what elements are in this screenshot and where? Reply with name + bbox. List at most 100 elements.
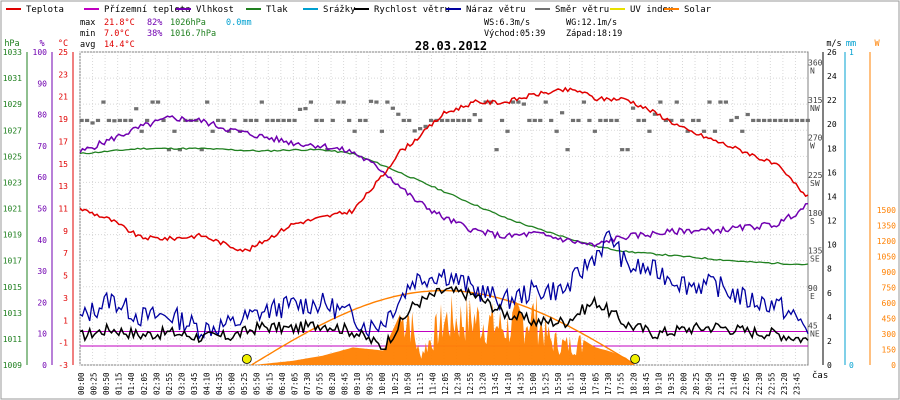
ms-tick: 4: [827, 313, 832, 322]
x-tick-label: 15:50: [554, 372, 563, 395]
w-tick: 1500: [877, 206, 896, 215]
wind-direction-mark: [630, 106, 636, 110]
wind-direction-mark: [314, 118, 319, 123]
wind-direction-mark: [134, 107, 139, 111]
legend-label: UV index: [630, 5, 674, 15]
hpa-tick: 1021: [3, 205, 22, 214]
x-tick-label: 05:00: [228, 372, 237, 395]
hpa-tick: 1023: [3, 178, 22, 187]
ms-axis-title: m/s: [826, 39, 841, 49]
pct-tick: 30: [37, 267, 47, 276]
wind-direction-mark: [177, 148, 182, 152]
wind-direction-mark: [401, 118, 406, 123]
w-tick: 900: [882, 268, 897, 277]
wind-direction-mark: [286, 118, 292, 123]
wind-direction-mark: [461, 118, 466, 123]
wind-direction-mark: [330, 118, 335, 123]
wind-direction-mark: [532, 118, 537, 123]
wind-direction-mark: [166, 148, 172, 152]
x-tick-label: 10:25: [391, 372, 400, 395]
x-tick-label: 15:25: [541, 372, 550, 395]
wind-speed-stat: WS:6.3m/s: [484, 18, 530, 28]
x-tick-label: 08:20: [328, 372, 337, 395]
wind-direction-mark: [117, 118, 122, 123]
wind-direction-mark: [150, 100, 155, 104]
x-tick-label: 02:30: [152, 372, 161, 395]
wind-direction-mark: [292, 118, 297, 123]
wind-direction-mark: [641, 118, 647, 123]
sunset-time: Západ:18:19: [566, 29, 622, 39]
x-tick-label: 21:40: [730, 372, 739, 395]
wind-direction-mark: [390, 106, 395, 110]
wind-direction-mark: [685, 129, 690, 133]
x-tick-label: 18:45: [642, 372, 651, 395]
wind-direction-mark: [614, 118, 619, 123]
pct-tick: 60: [37, 173, 47, 182]
avg-label: avg: [80, 40, 95, 50]
hpa-tick: 1027: [3, 126, 22, 135]
c-tick: 3: [63, 294, 68, 303]
min-humidity: 38%: [147, 29, 162, 39]
legend-label: Solar: [684, 5, 712, 15]
wind-direction-mark: [729, 118, 734, 123]
wind-direction-mark: [783, 118, 789, 123]
pct-axis-title: %: [39, 39, 44, 49]
ms-tick: 2: [827, 337, 832, 346]
dir-name-tick: NW: [810, 104, 820, 113]
x-tick-label: 10:00: [378, 372, 387, 395]
x-tick-label: 07:05: [290, 372, 299, 395]
x-tick-label: 10:50: [403, 372, 412, 395]
wind-direction-mark: [762, 118, 767, 123]
wind-direction-mark: [265, 118, 270, 123]
wind-direction-mark: [499, 118, 505, 123]
wind-direction-mark: [559, 111, 565, 115]
wind-direction-mark: [538, 118, 543, 123]
x-tick-label: 09:10: [353, 372, 362, 395]
x-tick-label: 12:05: [441, 372, 450, 395]
x-tick-label: 23:20: [780, 372, 789, 395]
wind-direction-mark: [467, 118, 472, 123]
wind-direction-mark: [456, 118, 461, 123]
legend-label: Tlak: [266, 5, 288, 15]
wind-direction-mark: [270, 118, 275, 123]
x-tick-label: 20:50: [705, 372, 714, 395]
dir-deg-tick: 315: [808, 96, 823, 105]
dir-name-tick: SW: [810, 179, 820, 188]
pct-tick: 70: [37, 142, 47, 151]
x-tick-label: 13:45: [491, 372, 500, 395]
x-tick-label: 08:45: [341, 372, 350, 395]
mm-tick: 0: [849, 361, 854, 370]
ms-tick: 16: [827, 168, 837, 177]
wind-direction-mark: [652, 112, 658, 116]
x-tick-label: 01:15: [115, 372, 124, 395]
x-tick-label: 05:50: [253, 372, 262, 395]
hpa-tick: 1025: [3, 152, 22, 161]
dir-deg-tick: 270: [808, 134, 823, 143]
x-tick-label: 07:55: [315, 372, 324, 395]
wind-direction-mark: [570, 118, 576, 123]
wind-direction-mark: [543, 100, 548, 104]
c-tick: 9: [63, 227, 68, 236]
x-tick-label: 20:00: [679, 372, 688, 395]
ms-tick: 24: [827, 72, 837, 81]
dir-name-tick: E: [810, 292, 815, 301]
legend: Teplota Přízemní teplota Vlhkost Tlak Srážky…: [6, 5, 712, 15]
wind-direction-mark: [805, 118, 810, 123]
wind-direction-mark: [707, 100, 712, 104]
wind-direction-mark: [112, 119, 117, 123]
humidity-line: [79, 115, 809, 248]
wind-direction-mark: [199, 148, 204, 152]
wind-direction-mark: [418, 127, 423, 131]
wind-direction-mark: [565, 148, 570, 152]
precipitation-total: 0.0mm: [226, 18, 252, 28]
c-tick: 23: [58, 70, 68, 79]
dir-name-tick: W: [810, 142, 815, 151]
wind-direction-mark: [368, 99, 374, 103]
ms-tick: 14: [827, 192, 837, 201]
x-tick-label: 20:25: [692, 372, 701, 395]
wind-direction-mark: [172, 129, 177, 133]
w-tick: 0: [891, 361, 896, 370]
legend-label: Srážky: [323, 5, 356, 15]
wind-direction-mark: [663, 118, 668, 123]
pct-tick: 10: [37, 330, 47, 339]
